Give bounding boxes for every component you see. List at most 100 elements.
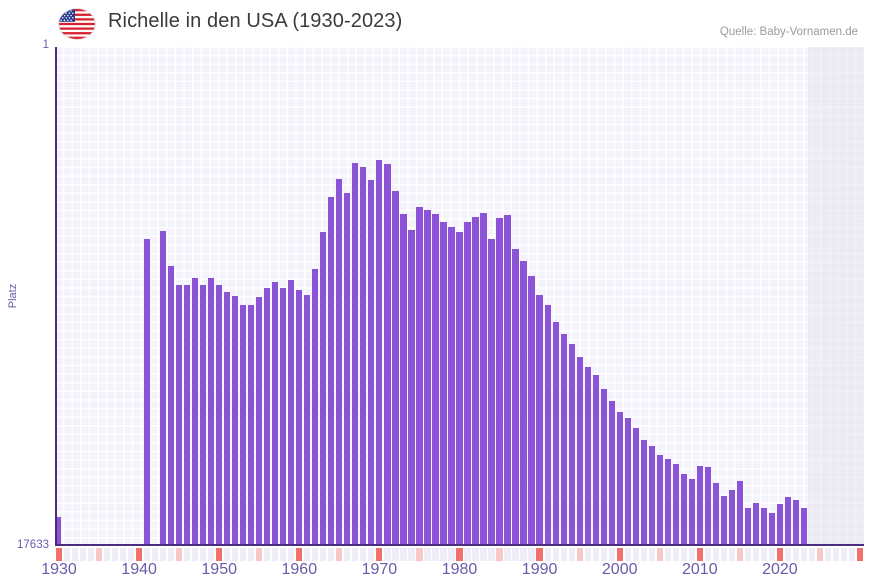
bar[interactable]	[688, 478, 695, 546]
bar[interactable]	[432, 213, 439, 546]
bar[interactable]	[232, 296, 239, 546]
bar[interactable]	[352, 163, 359, 546]
bar[interactable]	[672, 464, 679, 546]
bar[interactable]	[320, 232, 327, 546]
bar[interactable]	[288, 280, 295, 546]
bar[interactable]	[312, 269, 319, 546]
bar[interactable]	[360, 167, 367, 546]
bar[interactable]	[256, 297, 263, 546]
bar[interactable]	[504, 215, 511, 546]
x-tick-cell	[240, 548, 247, 561]
bar[interactable]	[328, 196, 335, 546]
x-tick-cell	[168, 548, 175, 561]
bar[interactable]	[55, 516, 62, 546]
bar[interactable]	[280, 287, 287, 546]
bar[interactable]	[248, 304, 255, 546]
x-tick-cell	[320, 548, 327, 561]
bar[interactable]	[584, 366, 591, 546]
bar[interactable]	[384, 164, 391, 546]
bar[interactable]	[664, 458, 671, 546]
bar[interactable]	[216, 284, 223, 546]
bar[interactable]	[648, 446, 655, 546]
bar[interactable]	[720, 495, 727, 546]
bar[interactable]	[592, 375, 599, 546]
x-tick-cell	[504, 548, 511, 561]
bar[interactable]	[744, 508, 751, 546]
y-axis-title: Platz	[7, 283, 19, 309]
bar[interactable]	[576, 356, 583, 546]
bar[interactable]	[448, 226, 455, 546]
x-tick-cell	[808, 548, 816, 561]
bar[interactable]	[376, 160, 383, 546]
bar[interactable]	[600, 389, 607, 546]
bar[interactable]	[768, 512, 775, 546]
bar[interactable]	[608, 400, 615, 546]
bar[interactable]	[472, 216, 479, 546]
bar[interactable]	[784, 496, 791, 546]
bar[interactable]	[344, 192, 351, 546]
bar[interactable]	[400, 213, 407, 546]
x-tick-minor	[816, 548, 824, 561]
bar[interactable]	[632, 427, 639, 546]
bar[interactable]	[736, 481, 743, 546]
bar[interactable]	[456, 232, 463, 546]
bar[interactable]	[208, 277, 215, 546]
bar[interactable]	[424, 209, 431, 546]
x-tick-cell	[464, 548, 471, 561]
bar[interactable]	[304, 294, 311, 546]
bar[interactable]	[440, 222, 447, 546]
bar[interactable]	[336, 178, 343, 546]
bar[interactable]	[416, 206, 423, 546]
bar[interactable]	[560, 334, 567, 546]
bar[interactable]	[224, 291, 231, 546]
bar[interactable]	[176, 284, 183, 546]
bar[interactable]	[712, 482, 719, 546]
bar[interactable]	[240, 304, 247, 546]
bar[interactable]	[696, 465, 703, 546]
no-data-shaded-region	[807, 47, 864, 546]
bar[interactable]	[512, 249, 519, 546]
bar[interactable]	[200, 284, 207, 546]
x-tick-cell	[328, 548, 335, 561]
bar[interactable]	[552, 321, 559, 546]
bar[interactable]	[168, 266, 175, 546]
bar[interactable]	[528, 276, 535, 546]
bar[interactable]	[536, 294, 543, 546]
bar[interactable]	[760, 508, 767, 546]
bar[interactable]	[616, 412, 623, 546]
bar[interactable]	[368, 180, 375, 546]
bar[interactable]	[624, 417, 631, 546]
bar[interactable]	[144, 239, 151, 546]
x-tick-cell	[192, 548, 199, 561]
x-tick-cell	[832, 548, 840, 561]
bar[interactable]	[488, 239, 495, 546]
bar[interactable]	[496, 218, 503, 546]
bar[interactable]	[704, 467, 711, 546]
bar[interactable]	[544, 304, 551, 546]
bar[interactable]	[480, 212, 487, 546]
bar[interactable]	[464, 222, 471, 546]
bar[interactable]	[520, 260, 527, 546]
x-tick-major	[696, 548, 703, 561]
bar[interactable]	[792, 499, 799, 546]
bar[interactable]	[680, 474, 687, 546]
bar[interactable]	[160, 230, 167, 546]
x-tick-cell	[848, 548, 856, 561]
bar[interactable]	[296, 290, 303, 546]
bar[interactable]	[264, 287, 271, 546]
bar[interactable]	[728, 489, 735, 546]
x-tick-cell	[552, 548, 559, 561]
bar[interactable]	[640, 440, 647, 546]
bar[interactable]	[272, 281, 279, 546]
bar[interactable]	[392, 191, 399, 546]
bar[interactable]	[776, 504, 783, 546]
bar[interactable]	[568, 344, 575, 546]
bar[interactable]	[408, 229, 415, 546]
x-tick-cell	[111, 548, 119, 561]
bar[interactable]	[192, 277, 199, 546]
bar[interactable]	[656, 454, 663, 546]
bar[interactable]	[752, 502, 759, 546]
bar[interactable]	[800, 508, 808, 546]
bar[interactable]	[184, 284, 191, 546]
